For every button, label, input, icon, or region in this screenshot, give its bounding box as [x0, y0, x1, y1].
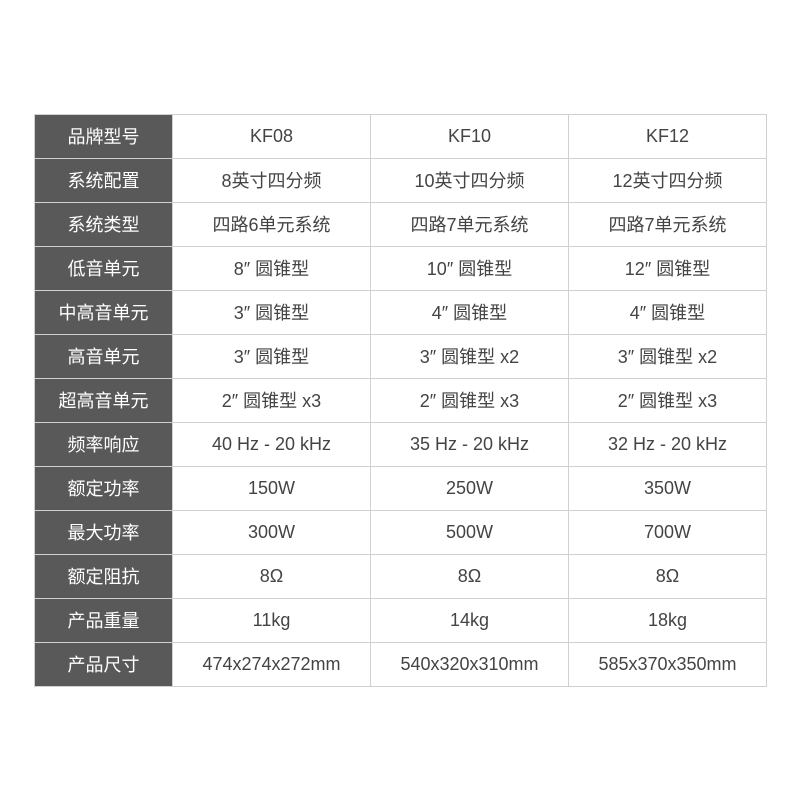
table-cell: 300W: [173, 510, 371, 554]
table-cell: 350W: [569, 466, 767, 510]
table-cell: 2″ 圆锥型 x3: [173, 378, 371, 422]
table-row: 品牌型号 KF08 KF10 KF12: [35, 114, 767, 158]
table-cell: 四路6单元系统: [173, 202, 371, 246]
table-cell: 12英寸四分频: [569, 158, 767, 202]
table-cell: 585x370x350mm: [569, 642, 767, 686]
table-cell: 250W: [371, 466, 569, 510]
table-row: 最大功率 300W 500W 700W: [35, 510, 767, 554]
row-label: 最大功率: [35, 510, 173, 554]
row-label: 额定阻抗: [35, 554, 173, 598]
spec-table-body: 品牌型号 KF08 KF10 KF12 系统配置 8英寸四分频 10英寸四分频 …: [35, 114, 767, 686]
table-cell: 3″ 圆锥型: [173, 334, 371, 378]
table-cell: 10″ 圆锥型: [371, 246, 569, 290]
table-cell: 40 Hz - 20 kHz: [173, 422, 371, 466]
table-cell: KF12: [569, 114, 767, 158]
row-label: 超高音单元: [35, 378, 173, 422]
row-label: 低音单元: [35, 246, 173, 290]
table-cell: 8Ω: [371, 554, 569, 598]
table-cell: 32 Hz - 20 kHz: [569, 422, 767, 466]
table-cell: KF10: [371, 114, 569, 158]
row-label: 频率响应: [35, 422, 173, 466]
table-cell: 3″ 圆锥型 x2: [371, 334, 569, 378]
table-row: 产品重量 11kg 14kg 18kg: [35, 598, 767, 642]
table-cell: 35 Hz - 20 kHz: [371, 422, 569, 466]
table-cell: 500W: [371, 510, 569, 554]
spec-table-container: 品牌型号 KF08 KF10 KF12 系统配置 8英寸四分频 10英寸四分频 …: [34, 114, 766, 687]
table-cell: 3″ 圆锥型: [173, 290, 371, 334]
table-row: 系统类型 四路6单元系统 四路7单元系统 四路7单元系统: [35, 202, 767, 246]
table-cell: 8Ω: [173, 554, 371, 598]
table-row: 频率响应 40 Hz - 20 kHz 35 Hz - 20 kHz 32 Hz…: [35, 422, 767, 466]
table-cell: 540x320x310mm: [371, 642, 569, 686]
table-cell: 150W: [173, 466, 371, 510]
row-label: 产品尺寸: [35, 642, 173, 686]
row-label: 中高音单元: [35, 290, 173, 334]
table-cell: 8英寸四分频: [173, 158, 371, 202]
table-row: 系统配置 8英寸四分频 10英寸四分频 12英寸四分频: [35, 158, 767, 202]
table-row: 中高音单元 3″ 圆锥型 4″ 圆锥型 4″ 圆锥型: [35, 290, 767, 334]
table-row: 额定功率 150W 250W 350W: [35, 466, 767, 510]
table-cell: 四路7单元系统: [569, 202, 767, 246]
table-row: 高音单元 3″ 圆锥型 3″ 圆锥型 x2 3″ 圆锥型 x2: [35, 334, 767, 378]
table-row: 产品尺寸 474x274x272mm 540x320x310mm 585x370…: [35, 642, 767, 686]
table-cell: 8Ω: [569, 554, 767, 598]
table-row: 低音单元 8″ 圆锥型 10″ 圆锥型 12″ 圆锥型: [35, 246, 767, 290]
table-cell: 2″ 圆锥型 x3: [371, 378, 569, 422]
row-label: 高音单元: [35, 334, 173, 378]
table-cell: 3″ 圆锥型 x2: [569, 334, 767, 378]
row-label: 额定功率: [35, 466, 173, 510]
table-row: 额定阻抗 8Ω 8Ω 8Ω: [35, 554, 767, 598]
row-label: 产品重量: [35, 598, 173, 642]
table-cell: 700W: [569, 510, 767, 554]
table-cell: 14kg: [371, 598, 569, 642]
table-cell: 四路7单元系统: [371, 202, 569, 246]
table-cell: 2″ 圆锥型 x3: [569, 378, 767, 422]
table-cell: 4″ 圆锥型: [569, 290, 767, 334]
table-cell: 11kg: [173, 598, 371, 642]
spec-table: 品牌型号 KF08 KF10 KF12 系统配置 8英寸四分频 10英寸四分频 …: [34, 114, 767, 687]
table-cell: 8″ 圆锥型: [173, 246, 371, 290]
row-label: 品牌型号: [35, 114, 173, 158]
table-cell: 18kg: [569, 598, 767, 642]
table-cell: 12″ 圆锥型: [569, 246, 767, 290]
table-cell: 10英寸四分频: [371, 158, 569, 202]
table-cell: KF08: [173, 114, 371, 158]
table-row: 超高音单元 2″ 圆锥型 x3 2″ 圆锥型 x3 2″ 圆锥型 x3: [35, 378, 767, 422]
table-cell: 4″ 圆锥型: [371, 290, 569, 334]
row-label: 系统类型: [35, 202, 173, 246]
table-cell: 474x274x272mm: [173, 642, 371, 686]
row-label: 系统配置: [35, 158, 173, 202]
